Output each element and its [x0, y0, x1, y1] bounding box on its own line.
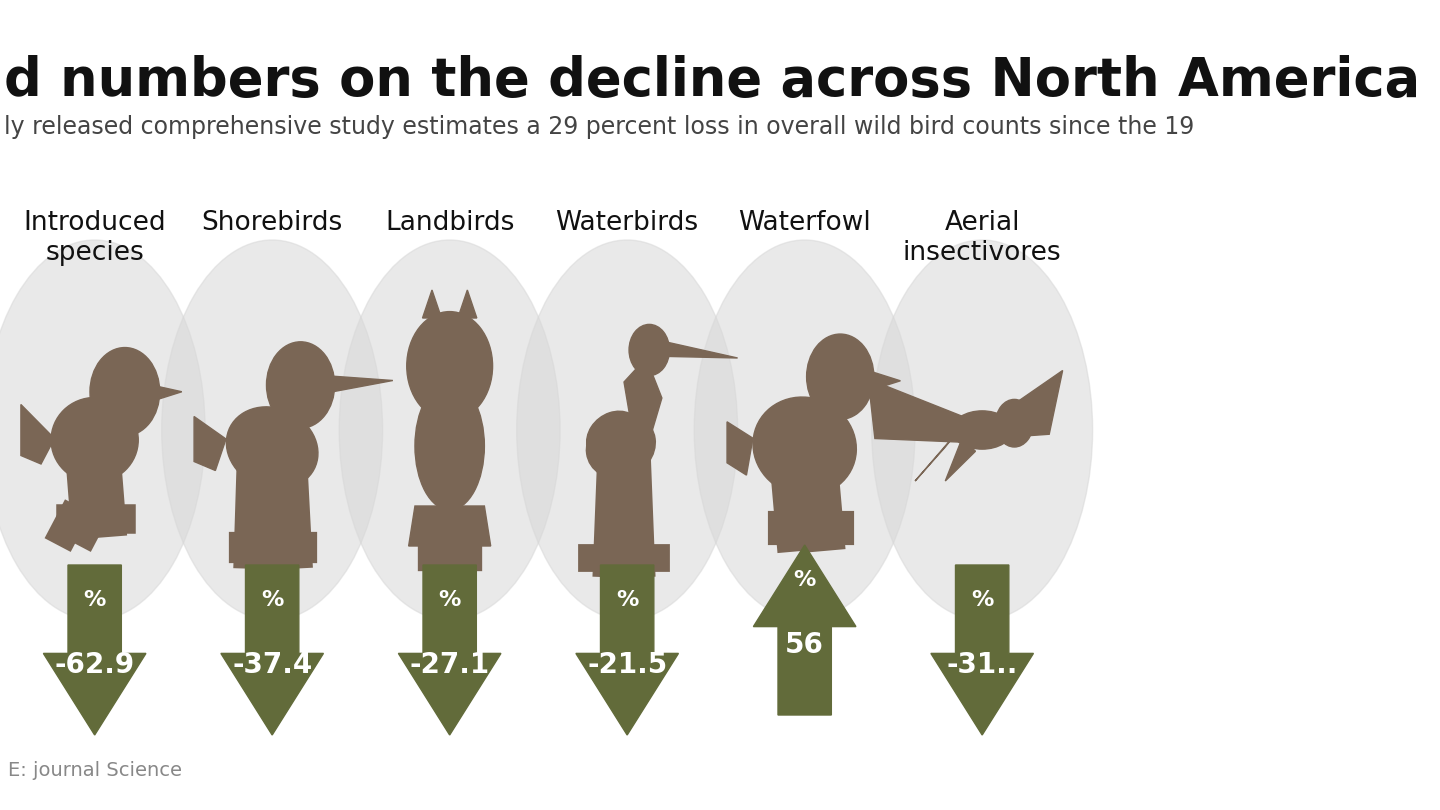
Text: Landbirds: Landbirds — [384, 210, 514, 236]
Circle shape — [266, 342, 334, 428]
Text: %: % — [616, 590, 638, 610]
Ellipse shape — [871, 240, 1093, 620]
Ellipse shape — [952, 411, 1012, 449]
Ellipse shape — [50, 398, 138, 483]
Circle shape — [995, 399, 1032, 447]
Ellipse shape — [340, 240, 560, 620]
Ellipse shape — [517, 240, 737, 620]
Ellipse shape — [694, 240, 914, 620]
Text: %: % — [971, 590, 994, 610]
Polygon shape — [43, 565, 145, 735]
Circle shape — [89, 347, 160, 436]
Ellipse shape — [55, 404, 121, 464]
Circle shape — [629, 324, 670, 376]
Polygon shape — [914, 434, 955, 481]
Text: -37.4: -37.4 — [232, 651, 312, 679]
Polygon shape — [194, 416, 226, 471]
Polygon shape — [399, 565, 501, 735]
Polygon shape — [667, 342, 737, 358]
Text: %: % — [438, 590, 461, 610]
Polygon shape — [870, 371, 900, 390]
Text: ly released comprehensive study estimates a 29 percent loss in overall wild bird: ly released comprehensive study estimate… — [4, 115, 1194, 139]
Polygon shape — [945, 438, 975, 481]
Text: Introduced
species: Introduced species — [23, 210, 166, 266]
Polygon shape — [22, 404, 55, 464]
Polygon shape — [156, 386, 181, 400]
Circle shape — [406, 312, 492, 420]
Text: -27.1: -27.1 — [409, 651, 490, 679]
Text: Shorebirds: Shorebirds — [202, 210, 343, 236]
Polygon shape — [727, 422, 753, 475]
Ellipse shape — [161, 240, 383, 620]
Polygon shape — [275, 367, 318, 434]
Text: -62.9: -62.9 — [55, 651, 135, 679]
Text: d numbers on the decline across North America: d numbers on the decline across North Am… — [4, 55, 1420, 107]
Polygon shape — [422, 290, 442, 318]
Ellipse shape — [753, 397, 857, 496]
Polygon shape — [930, 565, 1034, 735]
Polygon shape — [220, 565, 324, 735]
Ellipse shape — [0, 240, 204, 620]
Polygon shape — [576, 565, 678, 735]
Text: %: % — [793, 570, 816, 590]
Ellipse shape — [586, 411, 642, 465]
Text: Waterfowl: Waterfowl — [739, 210, 871, 236]
Polygon shape — [868, 379, 975, 443]
Text: -31..: -31.. — [946, 651, 1018, 679]
Polygon shape — [624, 358, 662, 438]
Polygon shape — [458, 290, 477, 318]
Circle shape — [806, 334, 874, 420]
Polygon shape — [753, 545, 855, 715]
Text: %: % — [84, 590, 107, 610]
Ellipse shape — [226, 407, 318, 489]
Text: -21.5: -21.5 — [588, 651, 667, 679]
Polygon shape — [98, 370, 148, 426]
Text: Aerial
insectivores: Aerial insectivores — [903, 210, 1061, 266]
Polygon shape — [989, 370, 1063, 438]
Polygon shape — [330, 376, 393, 392]
Text: Waterbirds: Waterbirds — [556, 210, 698, 236]
Ellipse shape — [415, 382, 484, 510]
Text: %: % — [261, 590, 284, 610]
Polygon shape — [815, 356, 857, 418]
Text: 56: 56 — [785, 631, 824, 659]
Text: E: journal Science: E: journal Science — [7, 761, 181, 780]
Ellipse shape — [586, 414, 655, 479]
Polygon shape — [409, 506, 491, 546]
